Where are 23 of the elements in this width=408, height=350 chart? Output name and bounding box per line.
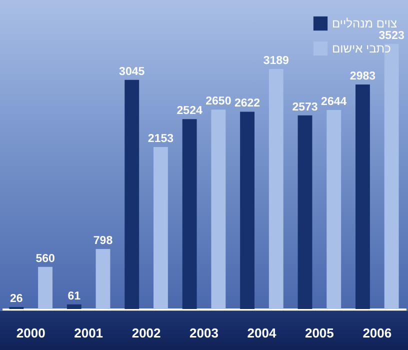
x-tick-label: 2003 [190, 326, 218, 340]
x-tick-label: 2002 [132, 326, 161, 340]
data-label: 2644 [321, 96, 348, 108]
data-label: 2573 [292, 101, 318, 114]
legend-label: כתבי אישום [332, 42, 391, 56]
x-tick-label: 2006 [362, 326, 392, 340]
data-label: 2524 [176, 105, 203, 118]
data-label: 3523 [378, 30, 404, 42]
data-label: 2153 [148, 132, 174, 145]
x-tick-label: 2001 [74, 326, 104, 340]
data-label: 61 [68, 290, 82, 302]
data-label: 798 [93, 234, 114, 247]
x-tick-label: 2005 [304, 326, 334, 340]
data-label: 26 [10, 293, 23, 306]
data-label: 2622 [234, 98, 260, 110]
data-label: 560 [36, 252, 55, 265]
data-label: 3189 [263, 55, 289, 68]
data-label: 2983 [350, 70, 376, 83]
x-tick-label: 2000 [16, 326, 46, 340]
legend-label: צוים מנהליים [332, 16, 398, 30]
data-label: 2650 [206, 96, 232, 108]
x-tick-label: 2004 [247, 326, 277, 340]
data-label: 3045 [119, 66, 146, 78]
